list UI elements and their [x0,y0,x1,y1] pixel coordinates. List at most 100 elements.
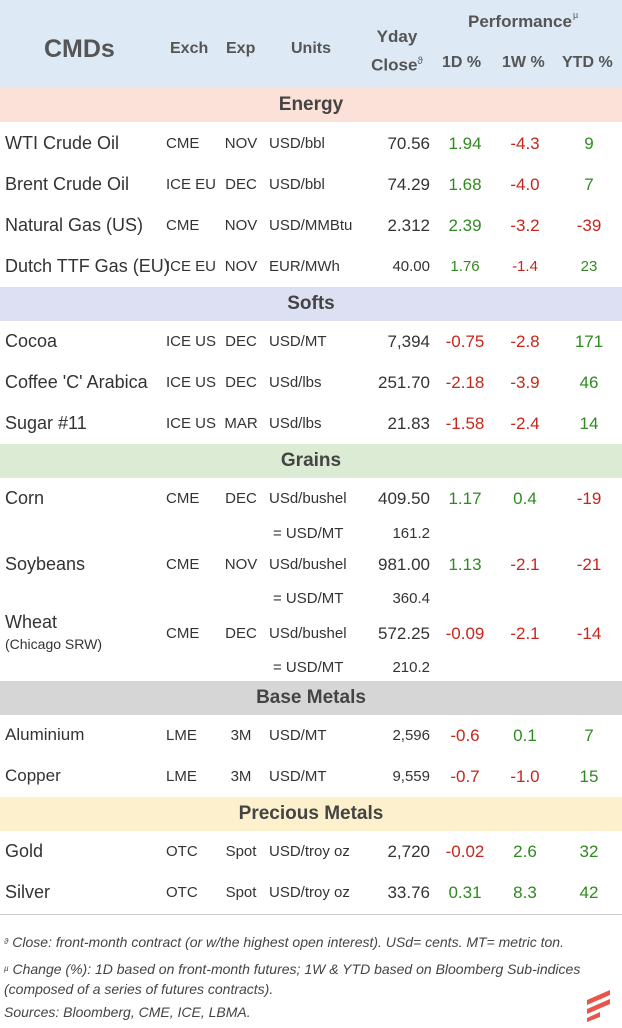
units: USd/lbs [269,415,322,432]
yday-close: 572.25 [378,624,430,643]
change-1w: -2.4 [510,414,540,433]
yday-close: 21.83 [387,414,430,433]
col-ytd-header: YTD % [562,54,613,71]
exchange: ICE EU [166,258,217,275]
performance-footnote-mark: µ [572,10,579,20]
expiry: NOV [224,258,258,275]
change-1d: 1.13 [448,555,482,574]
table-row: Dutch TTF Gas (EU) ICE EU NOV EUR/MWh 40… [0,246,622,287]
conversion-row: = USD/MT 360.4 [0,585,622,611]
units: USd/bushel [269,490,347,507]
change-1w: -3.2 [510,216,540,235]
change-ytd: 9 [584,134,594,153]
exchange: CME [166,490,200,507]
expiry: DEC [225,374,257,391]
close-footnote-mark: ϑ [417,56,423,67]
commodity-name: Coffee 'C' Arabica [5,372,148,392]
change-1d: 2.39 [448,216,482,235]
expiry: Spot [225,843,257,860]
yday-close: 74.29 [387,175,430,194]
change-1w: 2.6 [513,842,537,861]
exchange: ICE EU [166,176,217,193]
change-1d: -0.7 [450,767,480,786]
exchange: LME [166,727,197,744]
change-ytd: 14 [579,414,599,433]
change-ytd: 46 [579,373,599,392]
change-ytd: -19 [576,489,602,508]
yday-close: 33.76 [387,883,430,902]
change-ytd: 32 [579,842,599,861]
conversion-label: = USD/MT [273,525,344,542]
footnote-close: ϑ Close: front-month contract (or w/the … [4,932,604,952]
table-header: CMDs Exch Exp Units Yday Closeϑ Performa… [0,0,622,88]
exchange: ICE US [166,415,217,432]
brand-logo-icon [587,990,610,1022]
section-energy: Energy [0,88,622,122]
change-1w: -4.0 [510,175,540,194]
expiry: DEC [225,625,257,642]
expiry: MAR [224,415,258,432]
commodity-name: Cocoa [5,331,58,351]
change-ytd: 7 [584,175,594,194]
change-1w: -1.4 [512,258,538,275]
conversion-row: = USD/MT 161.2 [0,520,622,546]
commodity-name: Silver [5,882,51,902]
change-ytd: -39 [576,216,602,235]
yday-close: 251.70 [378,373,430,392]
units: USD/troy oz [269,843,350,860]
exchange: ICE US [166,333,217,350]
change-1w: 0.1 [513,726,537,745]
table-row: Gold OTC Spot USD/troy oz 2,720 -0.02 2.… [0,831,622,872]
col-close-line2: Closeϑ [370,49,424,78]
commodity-name: Aluminium [5,725,85,744]
change-1d: -2.18 [445,373,485,392]
table-row: Cocoa ICE US DEC USD/MT 7,394 -0.75 -2.8… [0,321,622,362]
change-ytd: 7 [584,726,594,745]
commodity-name: Dutch TTF Gas (EU) [5,256,170,276]
yday-close: 981.00 [378,555,430,574]
yday-close: 409.50 [378,489,430,508]
yday-close: 7,394 [387,332,430,351]
table-row: Natural Gas (US) CME NOV USD/MMBtu 2.312… [0,205,622,246]
change-1d: 1.17 [448,489,482,508]
change-1w: -3.9 [510,373,540,392]
footer-divider [0,914,622,915]
change-1d: 1.68 [448,175,482,194]
section-precious-metals: Precious Metals [0,797,622,831]
units: USD/troy oz [269,884,350,901]
table-row: Wheat (Chicago SRW) CME DEC USd/bushel 5… [0,611,622,655]
change-1d: -0.09 [445,624,485,643]
units: USD/bbl [269,135,325,152]
exchange: OTC [166,843,198,860]
change-1w: -1.0 [510,767,540,786]
change-ytd: 15 [579,767,599,786]
table-row: Corn CME DEC USd/bushel 409.50 1.17 0.4 … [0,478,622,519]
section-base-metals: Base Metals [0,681,622,715]
units: USD/MMBtu [269,217,353,234]
units: USd/bushel [269,625,347,642]
yday-close: 2,596 [392,727,430,744]
commodity-name: Natural Gas (US) [5,215,144,235]
units: USd/bushel [269,556,347,573]
change-1w: -2.1 [510,624,540,643]
conversion-value: 360.4 [392,590,430,607]
table-row: Silver OTC Spot USD/troy oz 33.76 0.31 8… [0,872,622,913]
change-1w: 0.4 [513,489,537,508]
exchange: ICE US [166,374,217,391]
yday-close: 40.00 [392,258,430,275]
table-row: WTI Crude Oil CME NOV USD/bbl 70.56 1.94… [0,123,622,164]
change-1w: -4.3 [510,134,540,153]
col-exp-header: Exp [226,40,256,57]
expiry: DEC [225,333,257,350]
yday-close: 2.312 [387,216,430,235]
commodity-name: Soybeans [5,554,86,574]
col-close-line1: Yday [376,27,418,46]
yday-close: 2,720 [387,842,430,861]
footnote-change: µ Change (%): 1D based on front-month fu… [4,959,604,999]
col-1w-header: 1W % [502,54,545,71]
expiry: 3M [230,727,252,744]
exchange: LME [166,768,197,785]
units: USD/MT [269,727,327,744]
conversion-label: = USD/MT [273,590,344,607]
commodity-name: WTI Crude Oil [5,133,120,153]
